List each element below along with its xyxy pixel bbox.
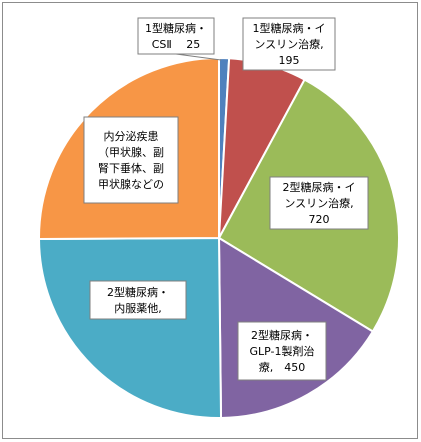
slice-label-line: 療, 450 <box>259 360 306 374</box>
slice-label-5: 2型糖尿病・内服薬他, <box>89 280 187 320</box>
slice-label-box <box>237 321 327 381</box>
slice-label-line: 腎下垂体、副 <box>98 161 164 175</box>
slice-label-line: 甲状腺などの <box>98 177 164 191</box>
slice-label-line: 2型糖尿病・ <box>107 285 169 299</box>
slice-label-line: GLP-1製剤治 <box>249 344 314 358</box>
slice-label-box <box>242 17 336 71</box>
slice-label-line: 1型糖尿病・イ <box>253 21 326 35</box>
slice-labels: 1型糖尿病・CSⅡ 251型糖尿病・インスリン治療,1952型糖尿病・インスリン… <box>83 17 369 381</box>
slice-label-line: ンスリン治療, <box>254 37 323 51</box>
slice-label-line: 2型糖尿病・イ <box>283 180 356 194</box>
pie-slice-5 <box>37 236 223 419</box>
slice-label-line: （甲状腺、副 <box>98 145 164 159</box>
slice-label-line: 1型糖尿病・ <box>145 21 207 35</box>
slice-label-1: 1型糖尿病・ CSⅡ 25 <box>137 17 215 55</box>
slice-label-box <box>83 116 179 204</box>
slice-label-box <box>137 17 215 55</box>
slice-label-line: 720 <box>309 213 330 226</box>
slice-label-line: ンスリン治療, <box>284 196 353 210</box>
slice-label-line: 内服薬他, <box>114 301 162 315</box>
leader-line-1 <box>175 53 222 61</box>
pie-slices <box>37 56 400 420</box>
slice-label-line: 内分泌疾患 <box>104 129 159 143</box>
slice-label-line: CSⅡ 25 <box>152 38 201 51</box>
slice-label-line: 2型糖尿病・ <box>251 328 313 342</box>
slice-label-box <box>89 280 187 320</box>
slice-label-line: 195 <box>279 54 300 67</box>
slice-label-box <box>269 176 369 230</box>
